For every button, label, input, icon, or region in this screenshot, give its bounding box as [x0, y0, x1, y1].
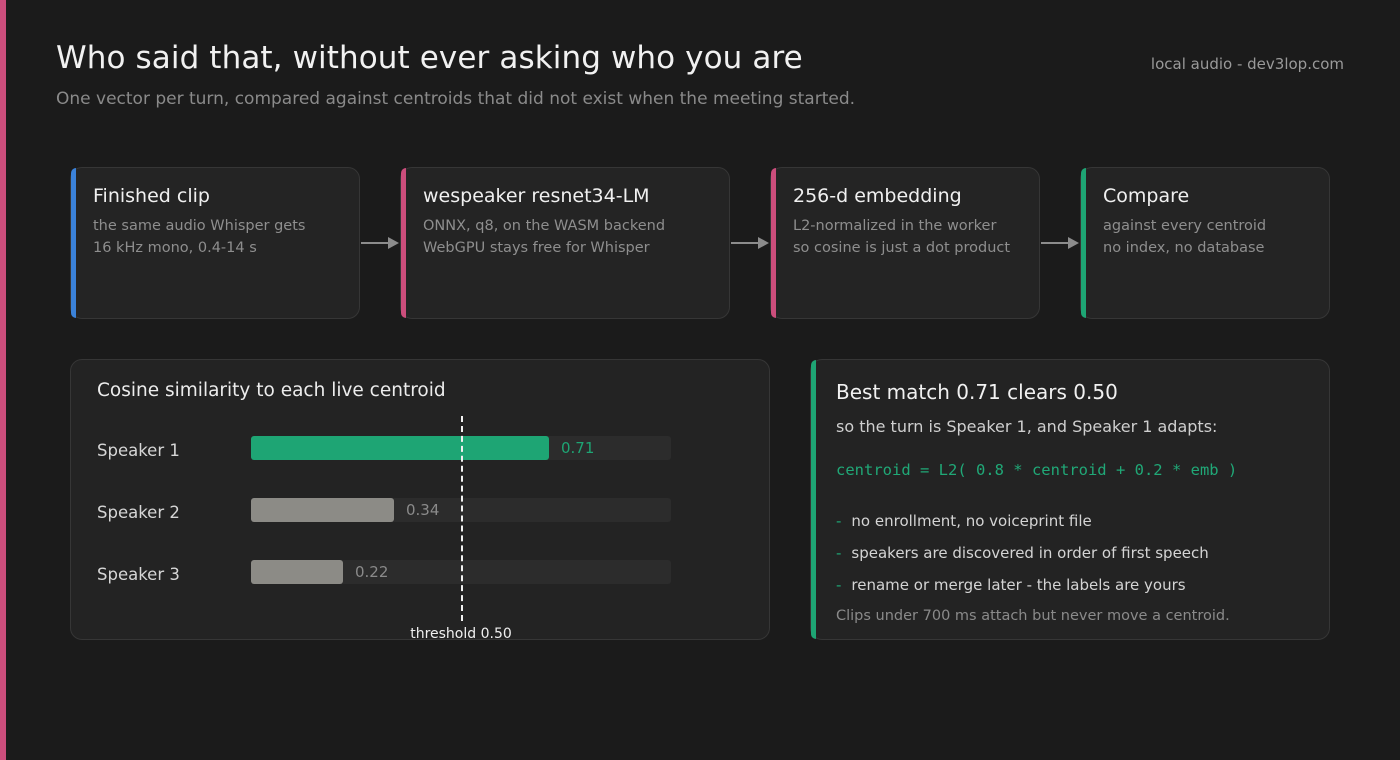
- similarity-chart-panel: Cosine similarity to each live centroid …: [70, 359, 770, 642]
- speaker-label: Speaker 1: [97, 441, 180, 460]
- value-label: 0.34: [406, 501, 440, 519]
- step-accent-bar: [401, 168, 406, 318]
- best-match-panel: Best match 0.71 clears 0.50 so the turn …: [810, 359, 1330, 640]
- update-formula: centroid = L2( 0.8 * centroid + 0.2 * em…: [836, 461, 1238, 479]
- bullet-text: no enrollment, no voiceprint file: [851, 512, 1092, 530]
- step-title: wespeaker resnet34-LM: [423, 185, 650, 207]
- arrow-right-icon: [1041, 237, 1079, 249]
- match-subtitle: so the turn is Speaker 1, and Speaker 1 …: [836, 417, 1218, 436]
- arrow-right-icon: [361, 237, 399, 249]
- similarity-bar: [251, 560, 343, 584]
- step-title: Finished clip: [93, 185, 210, 207]
- footnote: Clips under 700 ms attach but never move…: [836, 608, 1230, 624]
- step-card-compare: Compare against every centroid no index,…: [1080, 167, 1330, 319]
- bullet-dash: -: [836, 512, 842, 530]
- bullet-item: - no enrollment, no voiceprint file: [836, 512, 1092, 530]
- step-line: against every centroid: [1103, 218, 1267, 234]
- step-line: 16 kHz mono, 0.4-14 s: [93, 240, 257, 256]
- speaker-label: Speaker 2: [97, 503, 180, 522]
- page-subtitle: One vector per turn, compared against ce…: [56, 89, 856, 109]
- step-line: WebGPU stays free for Whisper: [423, 240, 650, 256]
- bullet-dash: -: [836, 576, 842, 594]
- similarity-bar: [251, 498, 394, 522]
- step-line: no index, no database: [1103, 240, 1265, 256]
- bullet-text: rename or merge later - the labels are y…: [851, 576, 1186, 594]
- chart-title: Cosine similarity to each live centroid: [97, 380, 446, 401]
- bullet-item: - speakers are discovered in order of fir…: [836, 544, 1209, 562]
- step-line: L2-normalized in the worker: [793, 218, 997, 234]
- arrow-right-icon: [731, 237, 769, 249]
- threshold-line: [461, 416, 463, 621]
- step-title: Compare: [1103, 185, 1190, 207]
- step-accent-bar: [1081, 168, 1086, 318]
- step-title: 256-d embedding: [793, 185, 962, 207]
- step-line: so cosine is just a dot product: [793, 240, 1011, 256]
- page-title: Who said that, without ever asking who y…: [56, 40, 803, 76]
- left-accent-edge: [0, 0, 6, 760]
- bullet-text: speakers are discovered in order of firs…: [851, 544, 1209, 562]
- bullet-item: - rename or merge later - the labels are …: [836, 576, 1186, 594]
- value-label: 0.71: [561, 439, 595, 457]
- step-card-embedding: 256-d embedding L2-normalized in the wor…: [770, 167, 1040, 319]
- step-accent-bar: [71, 168, 76, 318]
- threshold-label: threshold 0.50: [410, 626, 512, 642]
- match-accent-bar: [811, 360, 816, 639]
- step-card-finished-clip: Finished clip the same audio Whisper get…: [70, 167, 360, 319]
- step-line: the same audio Whisper gets: [93, 218, 306, 234]
- step-line: ONNX, q8, on the WASM backend: [423, 218, 666, 234]
- bullet-dash: -: [836, 544, 842, 562]
- similarity-bar: [251, 436, 549, 460]
- speaker-label: Speaker 3: [97, 565, 180, 584]
- step-accent-bar: [771, 168, 776, 318]
- step-card-wespeaker: wespeaker resnet34-LM ONNX, q8, on the W…: [400, 167, 730, 319]
- match-title: Best match 0.71 clears 0.50: [836, 380, 1118, 404]
- source-tag: local audio - dev3lop.com: [1150, 55, 1344, 73]
- value-label: 0.22: [355, 563, 389, 581]
